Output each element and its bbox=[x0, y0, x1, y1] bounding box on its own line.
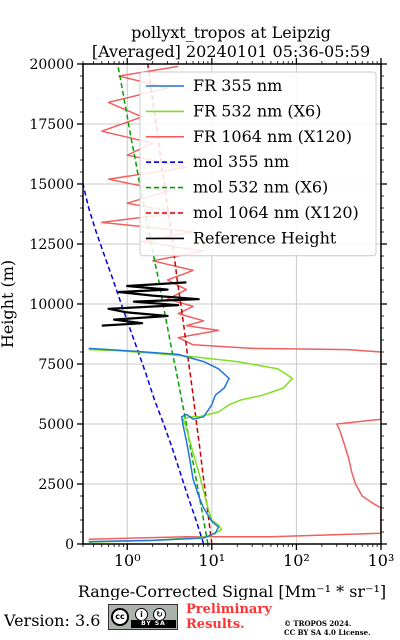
y-tick-label: 17500 bbox=[29, 117, 74, 133]
preliminary-line1: Preliminary bbox=[186, 602, 272, 617]
cc-icon: cc bbox=[111, 608, 129, 626]
copyright-line1: © TROPOS 2024. bbox=[284, 619, 352, 628]
y-tick-label: 10000 bbox=[29, 297, 74, 313]
preliminary-notice: Preliminary Results. bbox=[186, 602, 272, 632]
legend-label: mol 532 nm (X6) bbox=[193, 178, 328, 197]
series-line-fr-532-nm-x6 bbox=[88, 348, 294, 543]
cc-strip-label: BY SA bbox=[131, 620, 176, 628]
x-tick-label: 10² bbox=[283, 551, 310, 570]
legend-label: FR 532 nm (X6) bbox=[193, 101, 321, 120]
copyright-line2: CC BY SA 4.0 License. bbox=[284, 628, 371, 637]
preliminary-line2: Results. bbox=[186, 617, 245, 632]
series-line-reference-height bbox=[101, 281, 200, 327]
legend-label: Reference Height bbox=[193, 228, 337, 247]
y-axis-label: Height (m) bbox=[0, 260, 17, 348]
chart-title-line2: [Averaged] 20240101 05:36-05:59 bbox=[92, 42, 370, 61]
y-tick-label: 20000 bbox=[29, 57, 74, 73]
y-tick-label: 2500 bbox=[38, 477, 74, 493]
x-tick-label: 10³ bbox=[368, 551, 395, 570]
y-tick-label: 15000 bbox=[29, 177, 74, 193]
legend-label: FR 355 nm bbox=[193, 76, 282, 95]
legend-label: mol 355 nm bbox=[193, 152, 289, 171]
y-tick-label: 0 bbox=[65, 537, 74, 553]
version-label: Version: 3.6 bbox=[4, 611, 101, 630]
x-tick-label: 10⁰ bbox=[114, 551, 141, 570]
legend-box bbox=[139, 71, 377, 257]
series-line-fr-355-nm bbox=[88, 347, 230, 543]
y-tick-label: 7500 bbox=[38, 357, 74, 373]
copyright-notice: © TROPOS 2024. CC BY SA 4.0 License. bbox=[284, 619, 371, 637]
y-tick-label: 5000 bbox=[38, 417, 74, 433]
chart-title-line1: pollyxt_tropos at Leipzig bbox=[131, 23, 331, 42]
y-tick-label: 12500 bbox=[29, 237, 74, 253]
legend-label: mol 1064 nm (X120) bbox=[193, 203, 359, 222]
x-tick-label: 10¹ bbox=[198, 551, 225, 570]
plot-area: 10⁰ 10¹ 10² 10³ 0 2500 5000 7500 10000 12500 15000… bbox=[29, 57, 394, 570]
x-axis-label: Range-Corrected Signal [Mm⁻¹ * sr⁻¹] bbox=[78, 582, 386, 600]
legend-label: FR 1064 nm (X120) bbox=[193, 127, 352, 146]
figure: pollyxt_tropos at Leipzig [Averaged] 202… bbox=[0, 23, 394, 600]
cc-license-badge[interactable]: cc i ↻ BY SA bbox=[108, 604, 178, 630]
